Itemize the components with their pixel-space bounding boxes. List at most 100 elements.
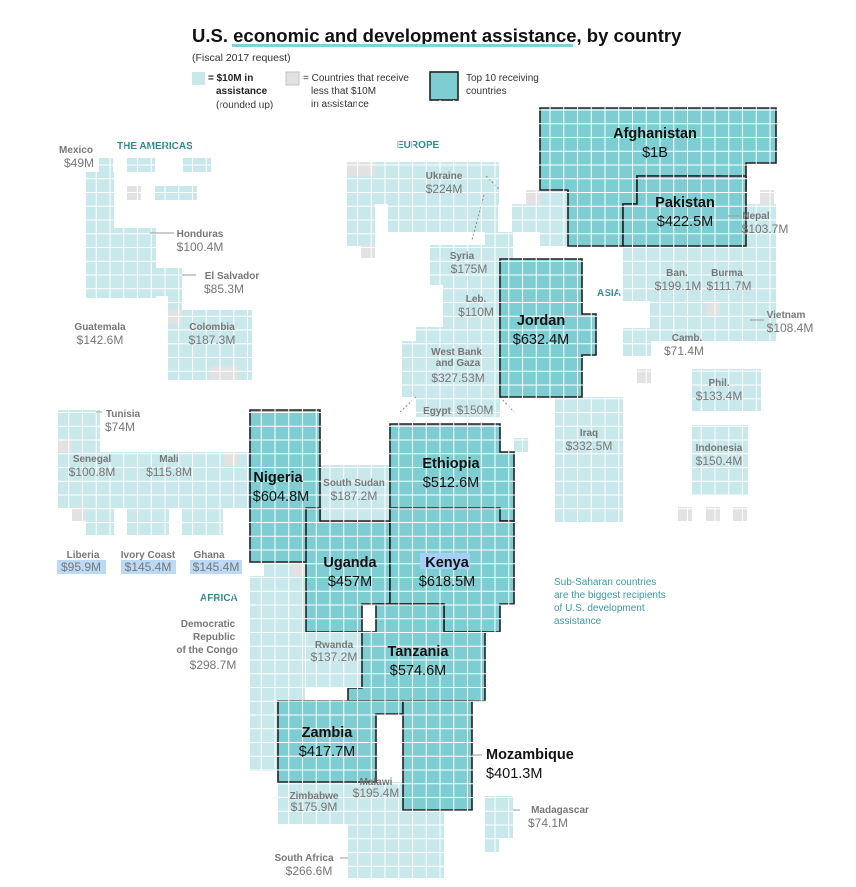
svg-text:$417.7M: $417.7M [299,744,355,760]
svg-text:$632.4M: $632.4M [513,332,569,348]
leader-lines [96,215,764,859]
label-mexico: Mexico [59,145,93,156]
cell-caribbean-3 [155,186,197,200]
label-south-sudan: South Sudan [323,478,385,489]
label-vietnam: Vietnam [767,310,806,321]
cell-central-am [168,296,182,310]
svg-text:$145.4M: $145.4M [125,560,172,574]
cell-caribbean-2 [183,158,211,172]
label-ethiopia: Ethiopia [422,456,480,472]
kenya-highlight [420,553,470,569]
shape-ethiopia [389,423,515,522]
region-asia: ASIA [597,288,621,299]
svg-text:$85.3M: $85.3M [204,282,244,296]
label-ukraine: Ukraine [426,171,463,182]
label-colombia: Colombia [189,322,235,333]
svg-text:$137.2M: $137.2M [311,650,358,664]
svg-text:$332.5M: $332.5M [566,439,613,453]
label-mali: Mali [159,454,179,465]
shape-zambia [277,700,404,783]
label-kenya: Kenya [425,555,469,571]
svg-text:$224M: $224M [426,182,463,196]
label-indonesia: Indonesia [696,443,743,454]
svg-text:$108.4M: $108.4M [767,321,814,335]
label-phil: Phil. [708,378,729,389]
cell-mexico [86,172,114,228]
label-nigeria: Nigeria [253,470,303,486]
top10-labels: Afghanistan $1B Pakistan $422.5M Jordan … [253,126,715,782]
label-drc: Democratic Republic of the Congo [176,619,238,656]
cell-europe-east [388,204,498,232]
svg-text:$187.2M: $187.2M [331,489,378,503]
svg-text:$95.9M: $95.9M [61,560,101,574]
country-labels: Mexico $49M Honduras $100.4M El Salvador… [57,145,813,878]
label-pakistan: Pakistan [655,195,715,211]
label-liberia: Liberia [67,550,100,561]
svg-text:$71.4M: $71.4M [664,344,704,358]
label-ivory-coast: Ivory Coast [121,550,176,561]
label-nepal: Nepal [742,211,769,222]
label-madagascar: Madagascar [531,805,589,816]
svg-text:$266.6M: $266.6M [286,864,333,878]
legend-unit-label: = $10M in assistance [208,73,268,97]
svg-text:$49M: $49M [64,156,94,170]
cell-south-africa [348,810,444,878]
label-jordan: Jordan [517,313,565,329]
svg-text:$115.8M: $115.8M [146,465,192,479]
label-iraq: Iraq [580,428,598,439]
label-lebanon: Leb. [466,294,487,305]
svg-text:$110M: $110M [458,305,494,319]
cell-mexico-top [99,158,113,172]
cell-drc [250,576,305,701]
svg-text:$133.4M: $133.4M [696,389,743,403]
svg-text:$199.1M: $199.1M [655,279,702,293]
legend-unit-note: (rounded up) [216,100,273,111]
cell-sri-lanka [623,328,651,356]
label-zambia: Zambia [302,725,354,741]
svg-text:$512.6M: $512.6M [423,475,479,491]
cell-iraq [555,397,623,522]
cell-west-bank-top [416,327,500,341]
label-el-salvador: El Salvador [205,271,260,282]
svg-text:$142.6M: $142.6M [77,333,124,347]
label-camb: Camb. [672,333,703,344]
legend-unit-line1: = $10M in [208,73,253,84]
cell-caribbean-1 [127,158,155,172]
legend-cell-swatch [192,72,205,85]
region-americas: THE AMERICAS [117,141,193,152]
legend-top10-swatch [429,71,459,101]
svg-text:$145.4M: $145.4M [193,560,240,574]
label-zimbabwe: Zimbabwe [290,791,339,802]
label-tanzania: Tanzania [388,644,450,660]
label-ban: Ban. [666,268,688,279]
legend-top10-label: Top 10 receiving countries [466,73,542,97]
label-mozambique: Mozambique [486,747,574,763]
label-egypt: Egypt [423,406,451,417]
shape-pakistan [622,175,747,247]
svg-text:$100.4M: $100.4M [177,240,224,254]
label-tunisia: Tunisia [106,409,141,420]
svg-text:$100.8M: $100.8M [69,465,116,479]
legend-small-swatch [285,71,300,86]
cell-madagascar [485,796,513,838]
svg-text:$103.7M: $103.7M [742,222,789,236]
svg-text:$187.3M: $187.3M [189,333,236,347]
svg-text:$111.7M: $111.7M [707,279,752,293]
svg-text:$74M: $74M [105,420,135,434]
subtitle: (Fiscal 2017 request) [192,52,291,64]
region-africa: AFRICA [200,593,238,604]
cell-balkans [347,204,375,246]
label-honduras: Honduras [177,229,224,240]
svg-text:$618.5M: $618.5M [419,574,475,590]
label-syria: Syria [450,251,475,262]
shape-mozambique [402,700,473,811]
svg-text:$604.8M: $604.8M [253,489,309,505]
svg-text:$298.7M: $298.7M [190,658,237,672]
svg-text:$150.4M: $150.4M [696,454,743,468]
svg-text:$422.5M: $422.5M [657,214,713,230]
label-senegal: Senegal [73,454,112,465]
label-rwanda: Rwanda [315,640,354,651]
svg-text:$1B: $1B [642,145,668,161]
svg-text:$175.9M: $175.9M [291,800,338,814]
